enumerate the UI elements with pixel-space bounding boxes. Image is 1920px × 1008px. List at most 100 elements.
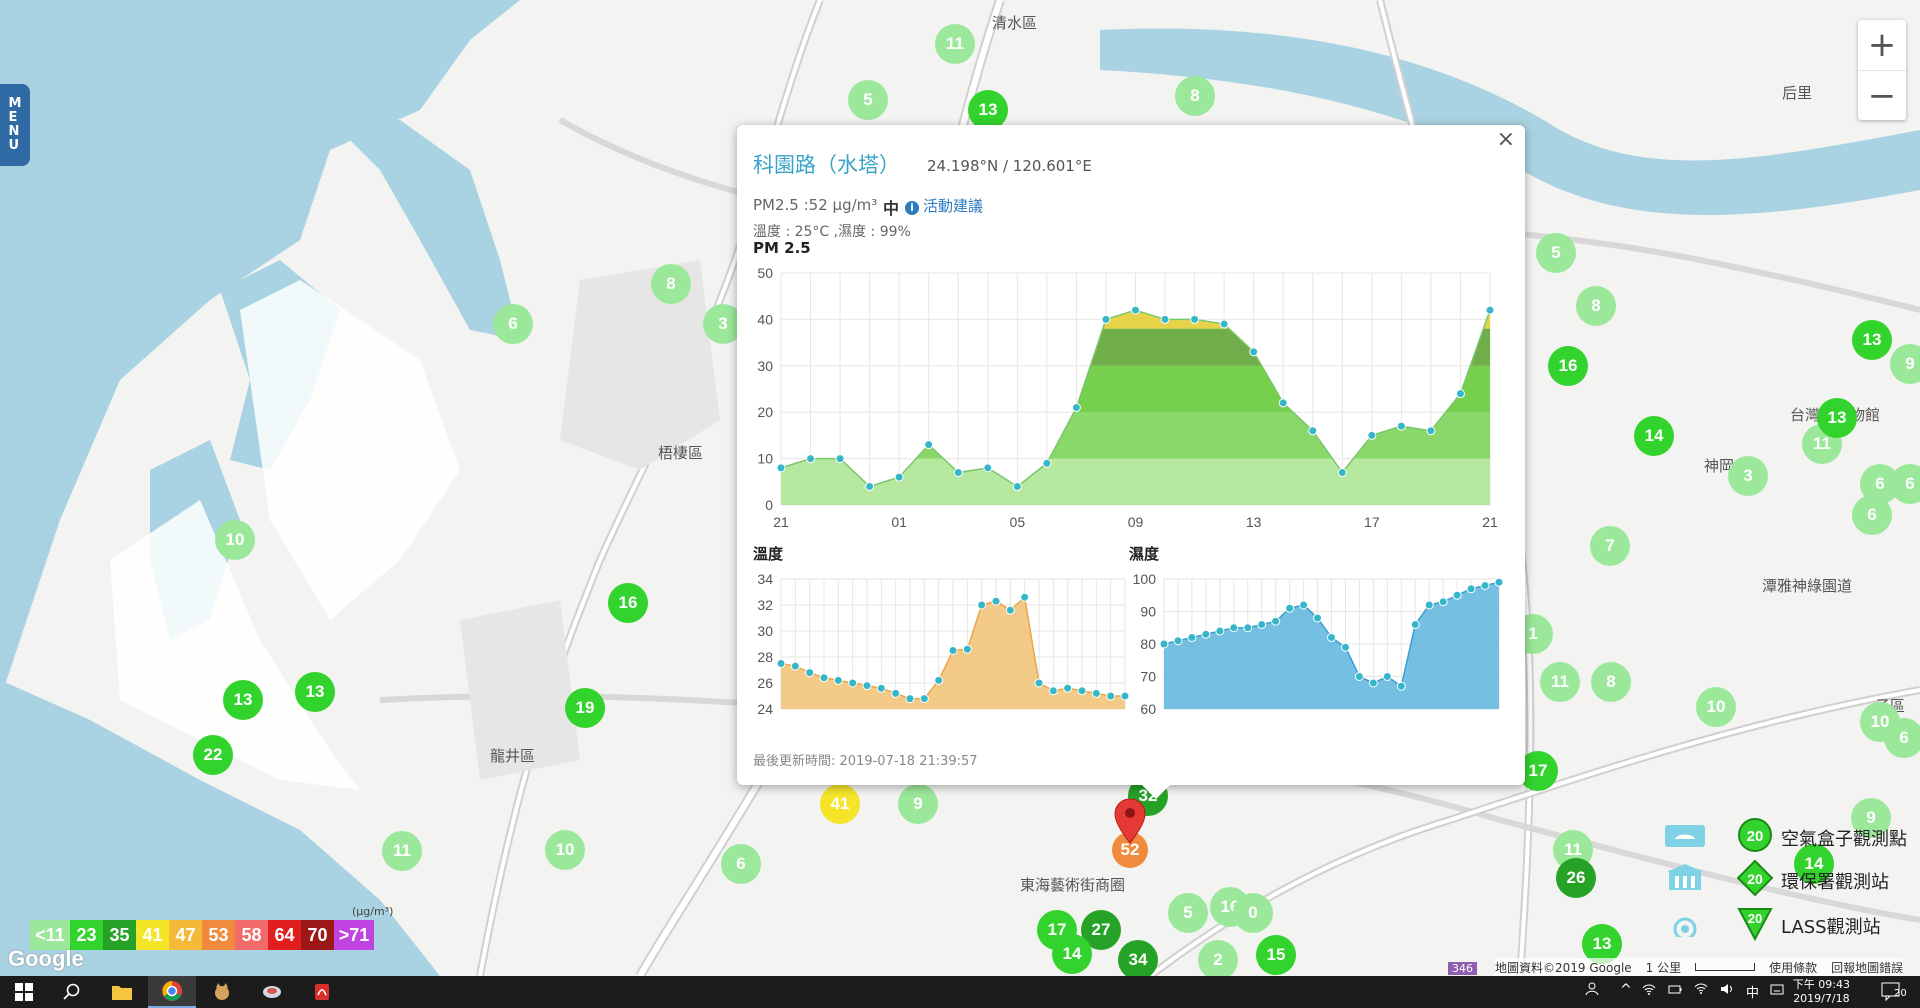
- search-icon: [63, 983, 80, 1000]
- data-point: [919, 694, 929, 704]
- activity-advice-link[interactable]: i 活動建議: [905, 195, 983, 216]
- app-button[interactable]: [198, 976, 246, 1008]
- wifi-icon[interactable]: [1694, 982, 1708, 999]
- keyboard-icon[interactable]: [1770, 982, 1784, 999]
- pm-reading: PM2.5 :52 μg/m³: [753, 196, 878, 214]
- sensor-marker[interactable]: 14: [1634, 416, 1674, 456]
- sensor-marker[interactable]: 10: [545, 830, 585, 870]
- legend-scale-item: 58: [235, 920, 268, 950]
- sensor-marker[interactable]: 8: [1175, 76, 1215, 116]
- sensor-marker[interactable]: 5: [1168, 893, 1208, 933]
- people-icon[interactable]: [1585, 982, 1599, 999]
- close-icon[interactable]: ×: [1496, 127, 1515, 152]
- y-tick-label: 40: [757, 311, 773, 327]
- start-button[interactable]: [0, 976, 48, 1008]
- sensor-marker[interactable]: 6: [721, 844, 761, 884]
- sensor-marker[interactable]: 13: [295, 672, 335, 712]
- terms-link[interactable]: 使用條款: [1769, 960, 1818, 975]
- legend-epa-value: 20: [1747, 871, 1763, 887]
- sensor-marker[interactable]: 7: [1590, 526, 1630, 566]
- sensor-marker[interactable]: 22: [193, 735, 233, 775]
- sensor-marker[interactable]: 11: [935, 24, 975, 64]
- map-label: 梧棲區: [658, 444, 704, 462]
- sensor-marker[interactable]: 26: [1556, 858, 1596, 898]
- x-tick-label: 13: [1246, 514, 1262, 530]
- y-tick-label: 26: [757, 675, 773, 691]
- location-pin-icon[interactable]: [1113, 797, 1147, 845]
- map-label: 清水區: [992, 14, 1038, 32]
- sensor-marker[interactable]: 41: [820, 784, 860, 824]
- zoom-out-button[interactable]: −: [1858, 70, 1906, 120]
- legend-epa[interactable]: 20 環保署觀測站: [1655, 858, 1920, 898]
- data-point: [1396, 421, 1406, 431]
- data-point: [1020, 592, 1030, 602]
- map-label: 東海藝術街商圈: [1020, 876, 1126, 894]
- legend-lass-label: LASS觀測站: [1781, 917, 1881, 938]
- sensor-marker[interactable]: 3: [703, 304, 743, 344]
- sensor-marker[interactable]: 14: [1052, 934, 1092, 974]
- chrome-button[interactable]: [148, 976, 196, 1008]
- search-button[interactable]: [48, 976, 96, 1008]
- sensor-marker[interactable]: 6: [1890, 464, 1920, 504]
- data-point: [1131, 305, 1140, 315]
- sensor-marker[interactable]: 13: [1852, 320, 1892, 360]
- sensor-marker[interactable]: 9: [1890, 344, 1920, 384]
- speaker-icon[interactable]: [1720, 982, 1734, 999]
- sensor-marker[interactable]: 8: [1576, 286, 1616, 326]
- sensor-marker[interactable]: 14: [1794, 844, 1834, 884]
- taskbar-clock[interactable]: 下午 09:43 2019/7/18: [1793, 978, 1850, 1006]
- sensor-marker[interactable]: 11: [382, 831, 422, 871]
- report-error-link[interactable]: 回報地圖錯誤: [1831, 960, 1904, 975]
- app-button[interactable]: [298, 976, 346, 1008]
- notification-icon[interactable]: 20: [1880, 980, 1907, 1005]
- chevron-up-icon[interactable]: ^: [1620, 982, 1632, 998]
- data-point: [1382, 672, 1392, 681]
- x-tick-label: 17: [1364, 514, 1380, 530]
- sensor-marker[interactable]: 19: [565, 688, 605, 728]
- sensor-marker[interactable]: 3: [1728, 456, 1768, 496]
- sensor-marker[interactable]: 5: [1536, 233, 1576, 273]
- sensor-marker[interactable]: 11: [1540, 662, 1580, 702]
- battery-icon[interactable]: [1668, 982, 1682, 999]
- sensor-marker[interactable]: 6: [1852, 495, 1892, 535]
- ime-indicator[interactable]: 中: [1746, 986, 1760, 1001]
- sensor-marker[interactable]: 8: [1591, 662, 1631, 702]
- sensor-marker[interactable]: 5: [848, 80, 888, 120]
- sensor-marker[interactable]: 13: [223, 680, 263, 720]
- sensor-marker[interactable]: 13: [968, 90, 1008, 130]
- data-point: [1173, 636, 1183, 646]
- y-tick-label: 30: [757, 358, 773, 374]
- map-attribution: 地圖資料©2019 Google 1 公里 使用條款 回報地圖錯誤: [1495, 958, 1904, 976]
- legend-airbox[interactable]: 20 空氣盒子觀測點: [1655, 815, 1920, 855]
- sensor-marker[interactable]: 15: [1256, 935, 1296, 975]
- sensor-marker[interactable]: 10: [215, 520, 255, 560]
- sensor-marker[interactable]: 10: [1696, 687, 1736, 727]
- data-point: [1120, 691, 1130, 701]
- legend-scale-item: 64: [268, 920, 301, 950]
- sensor-marker[interactable]: 34: [1118, 940, 1158, 976]
- sensor-marker[interactable]: 9: [898, 784, 938, 824]
- sensor-marker[interactable]: 6: [1884, 718, 1920, 758]
- sensor-marker[interactable]: 6: [493, 304, 533, 344]
- legend-lass[interactable]: 20 LASS觀測站: [1655, 903, 1920, 943]
- sensor-marker[interactable]: 8: [651, 264, 691, 304]
- zoom-in-button[interactable]: +: [1867, 25, 1897, 65]
- sensor-marker[interactable]: 16: [1548, 346, 1588, 386]
- data-point: [1466, 584, 1476, 594]
- x-tick-label: 05: [1010, 514, 1026, 530]
- sensor-marker[interactable]: 27: [1081, 910, 1121, 950]
- series-band: [781, 328, 1490, 366]
- app-button[interactable]: [248, 976, 296, 1008]
- network-icon[interactable]: [1642, 982, 1656, 999]
- data-point: [1229, 623, 1239, 633]
- sensor-marker[interactable]: 13: [1582, 924, 1622, 964]
- sensor-marker[interactable]: 9: [1851, 798, 1891, 838]
- sensor-marker[interactable]: 2: [1198, 940, 1238, 976]
- data-point: [1243, 623, 1253, 633]
- x-tick-label: 21: [1482, 514, 1498, 530]
- sensor-marker[interactable]: 16: [608, 583, 648, 623]
- sensor-marker[interactable]: 0: [1233, 893, 1273, 933]
- file-explorer-button[interactable]: [98, 976, 146, 1008]
- sensor-marker[interactable]: 13: [1817, 398, 1857, 438]
